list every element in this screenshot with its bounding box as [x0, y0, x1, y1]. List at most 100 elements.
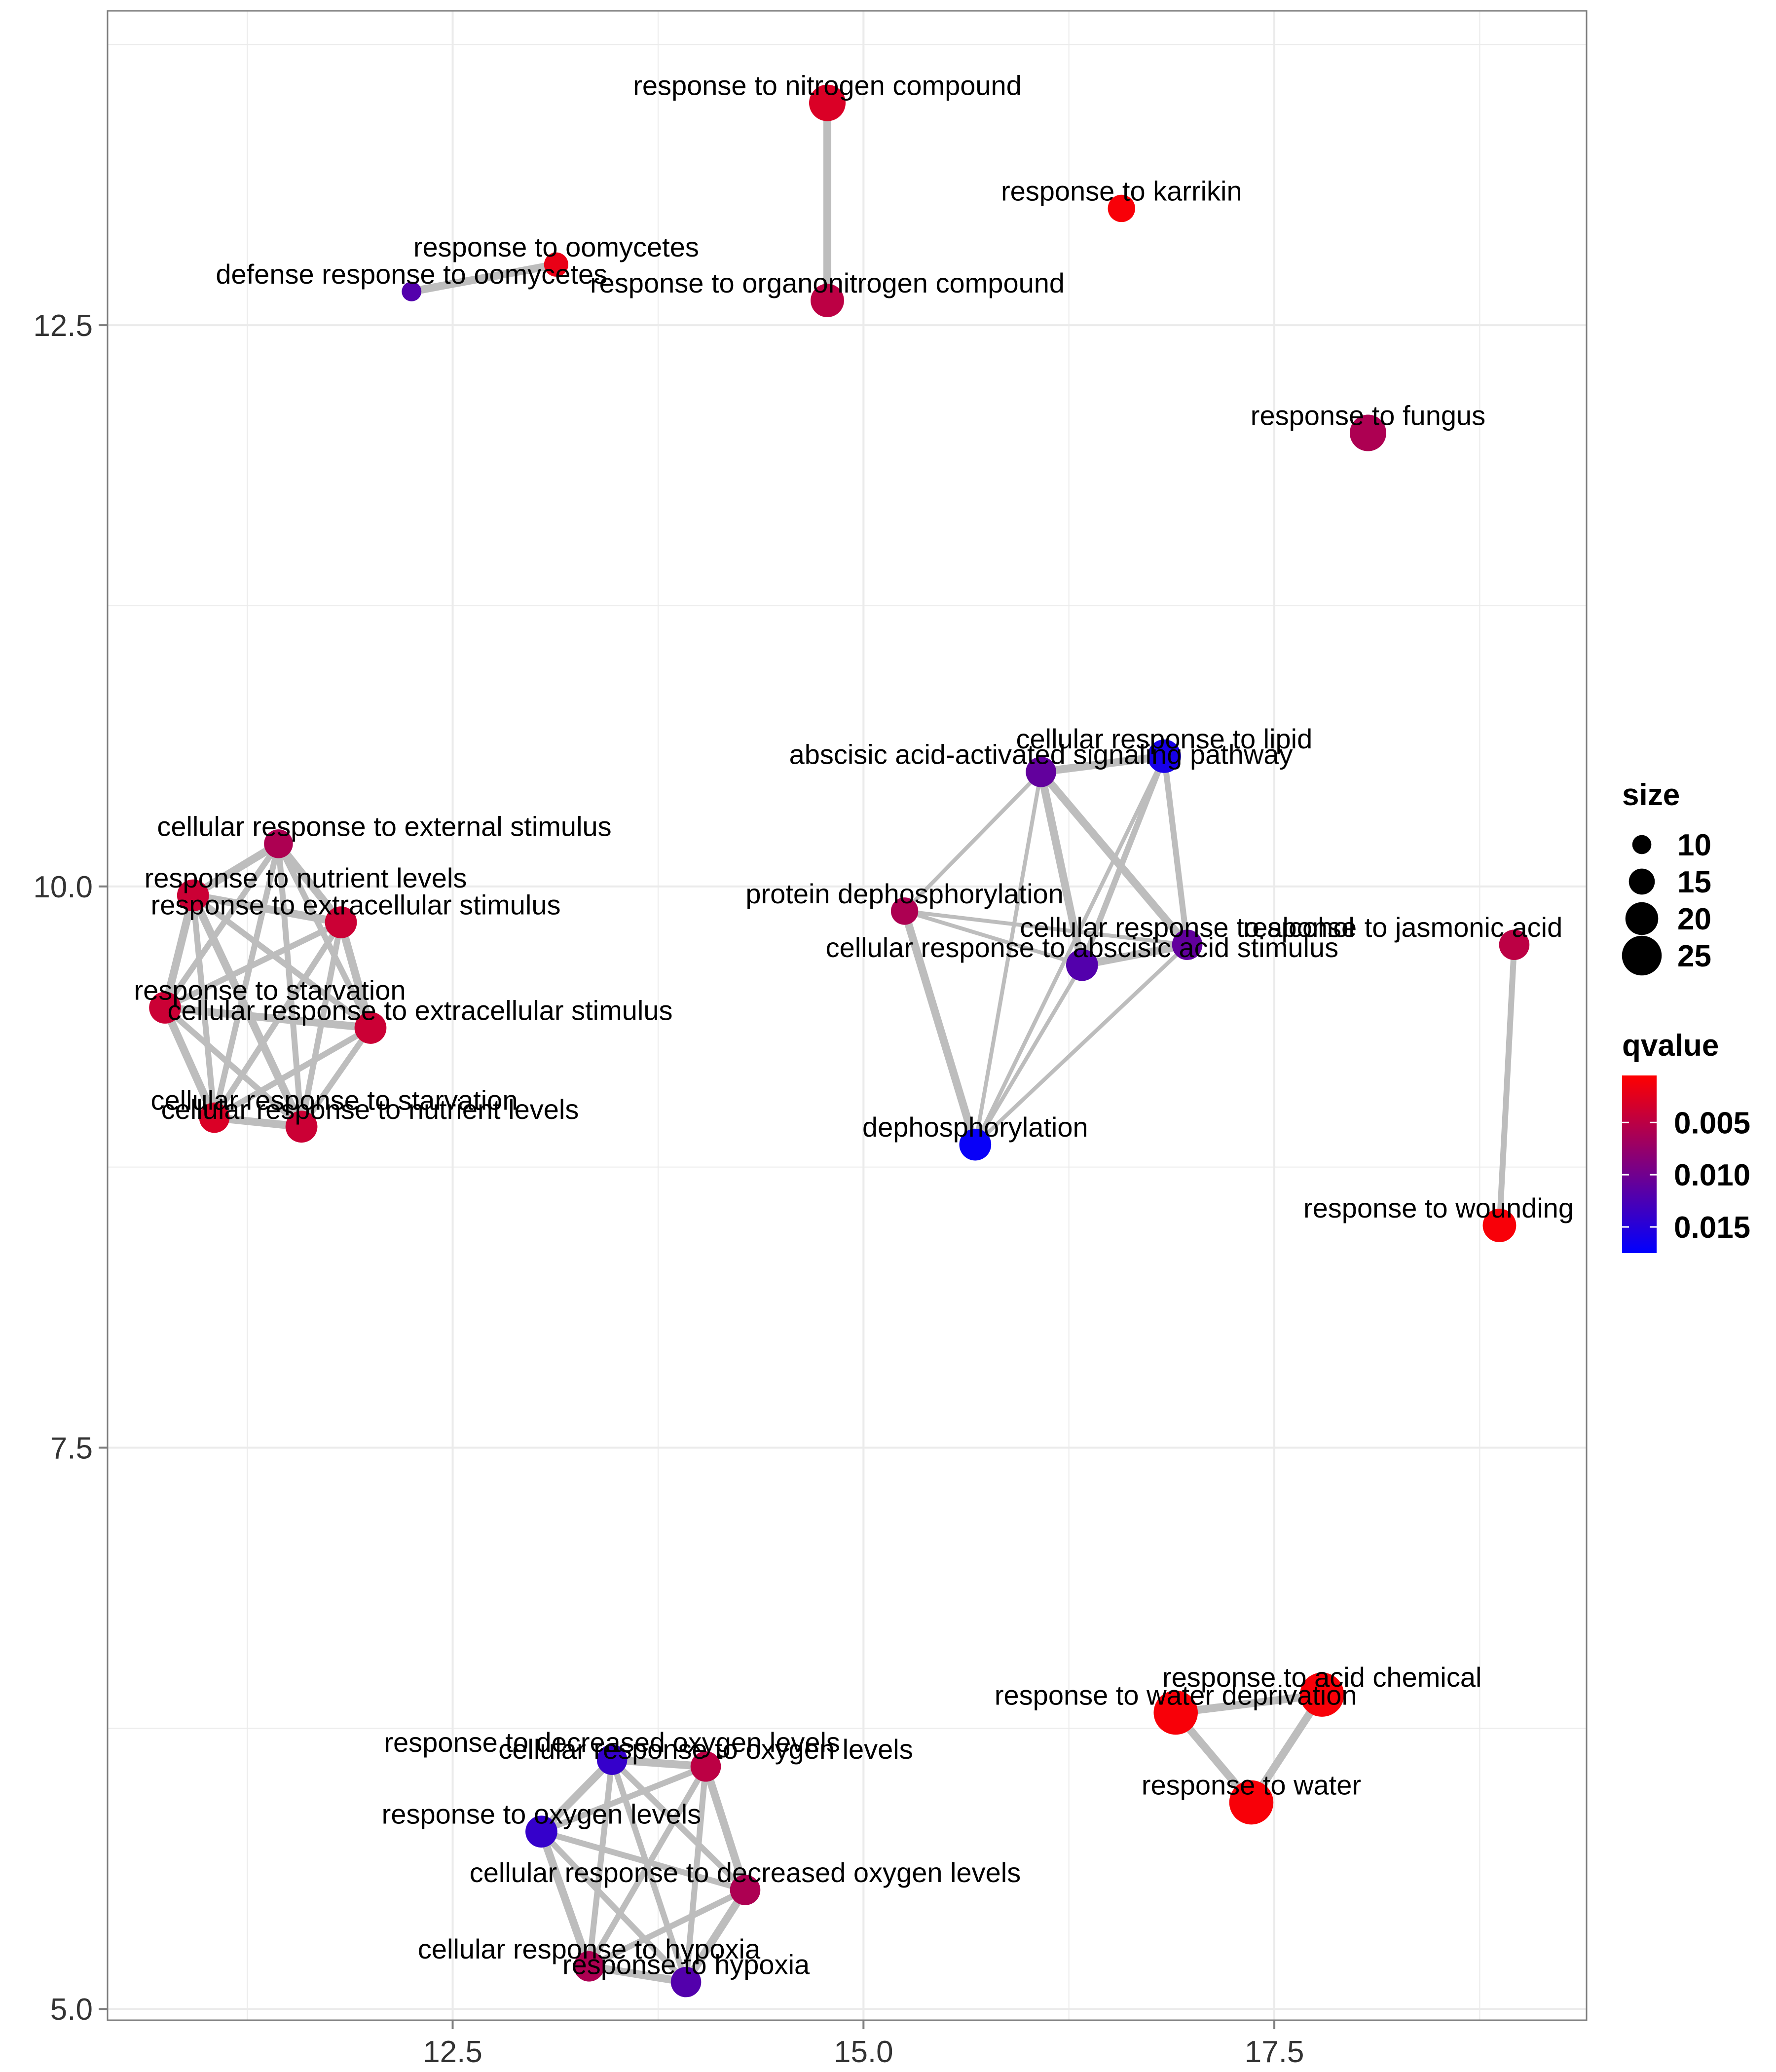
- network-node: [199, 1102, 230, 1133]
- network-edge: [161, 1003, 219, 1122]
- network-edge: [162, 919, 344, 1011]
- network-node: [890, 897, 919, 925]
- node-label: response to karrikin: [1001, 175, 1242, 206]
- network-edge: [1037, 752, 1168, 776]
- network-node: [730, 1875, 761, 1905]
- node-label: abscisic acid-activated signaling pathwa…: [789, 739, 1293, 770]
- node-label: response to organonitrogen compound: [590, 267, 1065, 298]
- size-legend-key: [1622, 935, 1662, 976]
- network-edge: [275, 841, 373, 1031]
- x-tick-label: 15.0: [834, 2035, 893, 2069]
- node-label: response to extracellular stimulus: [150, 889, 560, 921]
- network-node: [285, 1110, 318, 1143]
- network-node: [354, 1012, 387, 1044]
- network-node: [525, 1815, 557, 1848]
- network-edge: [1037, 768, 1191, 949]
- node-label: defense response to oomycetes: [216, 259, 607, 290]
- network-edge: [162, 841, 282, 1011]
- network-edge: [211, 1025, 373, 1121]
- network-edge: [586, 1763, 709, 1969]
- network-node: [325, 906, 357, 938]
- network-edge: [337, 918, 374, 1032]
- network-node: [959, 1128, 992, 1161]
- network-node: [811, 284, 844, 317]
- network-node: [1229, 1780, 1274, 1825]
- node-label: protein dephosphorylation: [745, 878, 1063, 909]
- size-legend-label: 10: [1677, 828, 1711, 862]
- network-edge: [1172, 1691, 1326, 1717]
- size-legend-key: [1632, 835, 1652, 854]
- network-node: [809, 84, 846, 121]
- colorbar: [1622, 1075, 1657, 1253]
- node-label: dephosphorylation: [862, 1111, 1088, 1143]
- size-legend-key: [1628, 868, 1655, 895]
- y-tick-label: 5.0: [50, 1993, 93, 2027]
- size-legend-title: size: [1622, 778, 1680, 812]
- network-edge: [161, 1003, 374, 1032]
- network-edge: [537, 1827, 593, 1970]
- node-label: response to oomycetes: [413, 231, 699, 262]
- network-edge: [538, 1828, 689, 1985]
- network-edge: [1496, 942, 1517, 1229]
- network-edge: [189, 840, 283, 900]
- network-edge: [275, 841, 305, 1130]
- node-label: response to water deprivation: [995, 1680, 1357, 1711]
- node-label: cellular response to extracellular stimu…: [168, 995, 673, 1026]
- network-node: [177, 879, 209, 912]
- node-label: response to nitrogen compound: [633, 70, 1022, 101]
- network-edge: [973, 770, 1043, 1147]
- network-node: [574, 1951, 604, 1982]
- colorbar-label: 0.005: [1674, 1106, 1750, 1140]
- network-edge: [190, 892, 218, 1121]
- y-tick-label: 7.5: [50, 1432, 93, 1466]
- network-node: [544, 252, 568, 277]
- network-edge: [608, 1756, 710, 1771]
- network-edge: [902, 770, 1043, 913]
- network-edge: [585, 1962, 690, 1986]
- node-label: response to water: [1142, 1770, 1361, 1801]
- network-edge: [682, 1886, 749, 1986]
- network-node: [1066, 949, 1098, 981]
- node-label: response to fungus: [1251, 400, 1485, 431]
- network-node: [264, 829, 293, 858]
- grid-lines: [108, 11, 1587, 2020]
- size-legend-label: 20: [1677, 902, 1711, 936]
- size-legend-label: 15: [1677, 865, 1711, 899]
- network-edge: [1079, 753, 1167, 968]
- colorbar-label: 0.010: [1674, 1158, 1750, 1192]
- network-edge: [900, 907, 979, 1149]
- edges: [161, 99, 1517, 1986]
- network-node: [1499, 929, 1530, 960]
- node-label: response to acid chemical: [1162, 1662, 1481, 1693]
- axes: 12.5 15.0 17.5 5.0 7.5 10.0 12.5: [33, 309, 1304, 2069]
- network-edge: [189, 891, 345, 926]
- network-node: [670, 1966, 702, 1998]
- network-edge: [973, 963, 1084, 1147]
- node-label: cellular response to starvation: [151, 1085, 518, 1116]
- panel-border: [107, 10, 1588, 2021]
- network-node: [690, 1751, 721, 1782]
- nodes: [149, 84, 1530, 1998]
- network-edge: [973, 943, 1189, 1147]
- network-node: [1349, 414, 1386, 451]
- network-edge: [1161, 753, 1190, 948]
- x-tick-label: 17.5: [1245, 2035, 1304, 2069]
- network-edge: [902, 909, 1084, 967]
- node-label: response to oxygen levels: [382, 1799, 702, 1830]
- network-node: [1299, 1672, 1344, 1717]
- node-label: response to hypoxia: [562, 1949, 810, 1980]
- network-node: [1482, 1209, 1517, 1242]
- network-node: [1108, 194, 1135, 222]
- size-legend-key: [1625, 902, 1659, 935]
- y-tick-label: 12.5: [33, 309, 93, 343]
- network-edge: [609, 1757, 748, 1893]
- network-node: [1026, 756, 1056, 787]
- network-edge: [274, 840, 345, 926]
- color-legend-title: qvalue: [1622, 1029, 1719, 1063]
- node-label: response to decreased oxygen levels: [384, 1727, 840, 1758]
- network-node: [149, 992, 181, 1024]
- network-node: [402, 281, 422, 301]
- network-edge: [538, 1763, 709, 1835]
- node-label: cellular response to decreased oxygen le…: [470, 1857, 1021, 1888]
